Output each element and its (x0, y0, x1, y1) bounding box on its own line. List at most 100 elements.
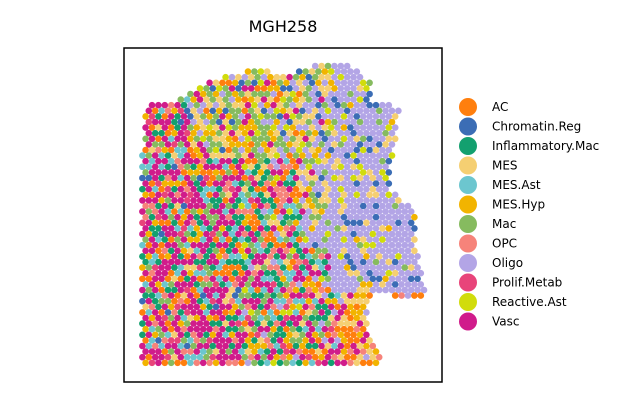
spot (391, 113, 399, 120)
spot (263, 269, 271, 277)
spot (203, 85, 210, 92)
spot (251, 157, 258, 165)
spot (359, 157, 367, 165)
spot (407, 230, 415, 238)
spot (315, 236, 322, 243)
spot (177, 230, 185, 238)
spot (289, 79, 297, 87)
spot (222, 241, 229, 249)
spot (219, 258, 226, 266)
spot (206, 236, 213, 243)
spot (238, 281, 245, 288)
spot (219, 292, 226, 299)
spot (289, 303, 297, 311)
spot (148, 303, 156, 311)
spot (241, 331, 249, 339)
legend-marker (459, 293, 477, 311)
spot (257, 292, 265, 299)
spot (385, 169, 393, 176)
spot (311, 185, 319, 193)
spot (199, 247, 207, 255)
spot (270, 337, 277, 344)
spot (225, 247, 233, 255)
spot (167, 247, 175, 255)
spot (321, 79, 329, 87)
spot (292, 297, 300, 305)
spot (174, 113, 181, 120)
spot (145, 309, 153, 316)
spot (180, 146, 188, 154)
spot (388, 107, 396, 115)
spot (308, 292, 316, 299)
spot (206, 146, 213, 154)
spot (382, 185, 389, 193)
spot (327, 281, 335, 288)
spot (158, 297, 165, 305)
spot (356, 96, 364, 103)
spot (321, 359, 329, 367)
spot (238, 225, 245, 232)
spot (196, 219, 204, 227)
spot (235, 275, 242, 283)
spot (209, 141, 217, 148)
spot (257, 135, 265, 143)
spot (308, 79, 316, 87)
spot (183, 129, 191, 137)
spot (350, 353, 357, 361)
spot (327, 247, 335, 255)
spot (183, 141, 191, 148)
spot (193, 325, 201, 333)
spot (401, 275, 409, 283)
spot (219, 135, 226, 143)
spot (308, 359, 316, 367)
spot (366, 157, 373, 165)
spot (366, 269, 373, 277)
spot (228, 286, 236, 294)
spot (183, 118, 191, 126)
spot (334, 146, 341, 154)
spot (199, 135, 207, 143)
spot (145, 241, 153, 249)
spot (388, 118, 396, 126)
spot (254, 275, 261, 283)
spot (388, 264, 396, 271)
spot (190, 320, 197, 327)
spot (177, 320, 185, 327)
spot (164, 129, 172, 137)
spot (151, 275, 159, 283)
spot (324, 353, 332, 361)
spot (363, 219, 370, 227)
spot (164, 118, 172, 126)
spot (366, 281, 373, 288)
spot (315, 337, 322, 344)
spot (267, 219, 274, 227)
spot (180, 157, 188, 165)
spot (321, 157, 329, 165)
spot (209, 253, 217, 260)
spot (164, 331, 172, 339)
spot (148, 213, 156, 221)
spot (151, 174, 159, 182)
spot (244, 292, 252, 299)
spot (180, 191, 188, 199)
spot (340, 269, 348, 277)
spot (219, 202, 226, 210)
spot (145, 331, 153, 339)
spot (247, 141, 255, 148)
spot (199, 337, 207, 344)
spot (270, 225, 277, 232)
spot (318, 331, 325, 339)
spot (155, 146, 162, 154)
spot (388, 275, 396, 283)
spot (155, 325, 162, 333)
spot (142, 225, 149, 232)
spot (324, 73, 332, 81)
spot (299, 141, 306, 148)
spot (289, 247, 297, 255)
legend-entry: Oligo (459, 254, 523, 272)
spot (363, 107, 370, 115)
spot (283, 101, 290, 109)
spot (295, 303, 303, 311)
spot (359, 247, 367, 255)
